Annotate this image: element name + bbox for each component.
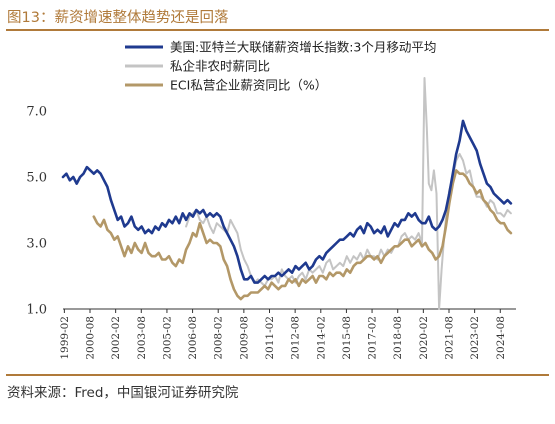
x-tick-label: 2000-08 bbox=[85, 316, 97, 360]
chart-axes: 1.0 3.0 5.0 7.0 1999-02 2000-08 2002-02 2003-08… bbox=[26, 105, 516, 360]
y-tick-label: 5.0 bbox=[26, 171, 47, 186]
legend-item-private-hourly-label: 私企非农时薪同比 bbox=[170, 59, 270, 74]
x-tick-label: 1999-02 bbox=[59, 316, 71, 360]
x-tick-label: 2012-08 bbox=[290, 316, 302, 360]
x-tick-label: 2024-08 bbox=[495, 316, 507, 360]
x-tick-label: 2008-02 bbox=[213, 316, 225, 360]
y-tick-label: 7.0 bbox=[26, 105, 47, 120]
chart-series-lines bbox=[61, 77, 513, 310]
series-line-atlanta-fed bbox=[61, 119, 513, 284]
y-tick-label: 1.0 bbox=[26, 303, 47, 318]
x-tick-label: 2018-08 bbox=[392, 316, 404, 360]
series-line-private-hourly bbox=[185, 77, 512, 310]
x-tick-label: 2003-08 bbox=[136, 316, 148, 360]
x-tick-label: 2005-02 bbox=[161, 316, 173, 360]
source-rule bbox=[6, 374, 549, 376]
x-tick-label: 2011-02 bbox=[264, 316, 276, 360]
figure-title: 图13：薪资增速整体趋势还是回落 bbox=[7, 10, 229, 26]
x-tick-label: 2002-02 bbox=[110, 316, 122, 360]
source-note: 资料来源：Fred，中国银河证券研究院 bbox=[7, 385, 239, 401]
x-tick-label: 2015-08 bbox=[341, 316, 353, 360]
x-tick-label: 2023-02 bbox=[469, 316, 481, 360]
x-tick-label: 2009-08 bbox=[238, 316, 250, 360]
title-rule bbox=[6, 29, 549, 31]
x-tick-label: 2017-02 bbox=[367, 316, 379, 360]
x-tick-label: 2006-08 bbox=[187, 316, 199, 360]
y-tick-label: 3.0 bbox=[26, 237, 47, 252]
series-line-eci bbox=[92, 169, 513, 301]
x-tick-label: 2020-02 bbox=[418, 316, 430, 360]
x-tick-label: 2014-02 bbox=[315, 316, 327, 360]
legend-item-atlanta-fed-label: 美国:亚特兰大联储薪资增长指数:3个月移动平均 bbox=[170, 40, 436, 55]
wage-growth-chart: 1.0 3.0 5.0 7.0 1999-02 2000-08 2002-02 2003-08… bbox=[26, 40, 516, 360]
legend-item-eci-label: ECI私营企业薪资同比（%） bbox=[170, 78, 327, 93]
x-tick-label: 2021-08 bbox=[443, 316, 455, 360]
